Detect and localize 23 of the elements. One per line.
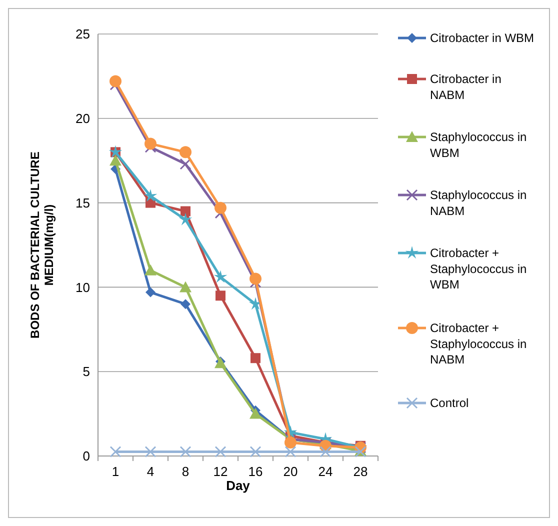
- y-tick-label: 10: [76, 280, 90, 295]
- x-tick-label: 12: [213, 464, 228, 479]
- y-tick-label: 20: [76, 110, 90, 126]
- legend-label: Control: [430, 396, 469, 410]
- x-tick-label: 20: [283, 464, 298, 479]
- y-tick-label: 0: [82, 448, 90, 464]
- legend-label: Staphylococcus in NABM: [430, 188, 527, 218]
- legend-label: Citrobacter in WBM: [430, 31, 534, 46]
- y-axis-title: BODS OF BACTERIAL CULTURE MEDIUM(mg/l): [28, 152, 56, 338]
- x-tick-label: 1: [112, 464, 120, 479]
- legend-label: Staphylococcus in WBM: [430, 130, 527, 160]
- x-tick-label: 28: [353, 464, 368, 479]
- legend-label: Citrobacter + Staphylococcus in NABM: [430, 321, 527, 366]
- x-tick-label: 16: [248, 464, 263, 479]
- y-tick-label: 15: [76, 195, 90, 210]
- x-tick-label: 4: [146, 464, 154, 479]
- legend-label: Citrobacter in NABM: [430, 72, 502, 102]
- x-tick-label: 8: [182, 464, 190, 479]
- y-tick-label: 25: [76, 26, 90, 42]
- legend-label: Citrobacter + Staphylococcus in WBM: [430, 246, 527, 292]
- x-axis-title: Day: [226, 478, 251, 493]
- y-tick-label: 5: [82, 364, 90, 380]
- x-tick-label: 24: [318, 464, 333, 479]
